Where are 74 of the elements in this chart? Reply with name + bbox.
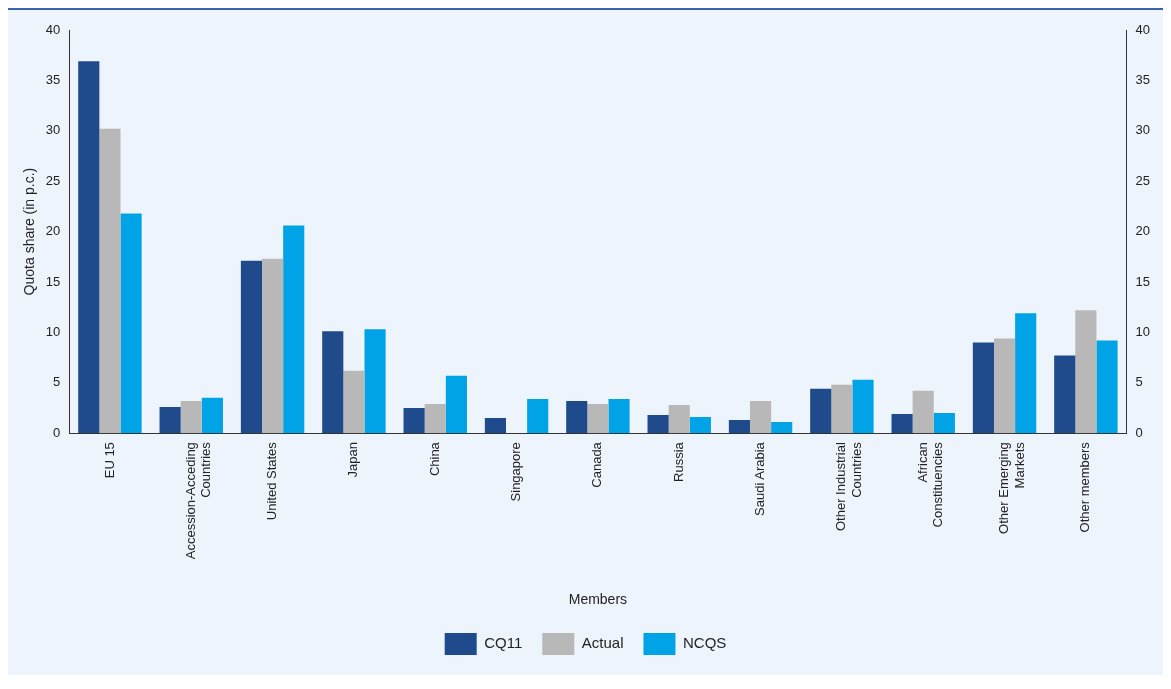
x-tick-label: Russia <box>670 441 686 482</box>
y-tick-label: 10 <box>45 323 61 339</box>
x-tick-label: EU 15 <box>101 442 117 479</box>
bar <box>120 213 142 434</box>
y2-tick-label: 0 <box>1135 424 1143 440</box>
y2-tick-label: 15 <box>1135 273 1151 289</box>
y-axis-title: Quota share (in p.c.) <box>21 167 38 296</box>
bar <box>99 128 121 434</box>
bar <box>587 403 609 434</box>
y2-tick-label: 5 <box>1135 374 1143 390</box>
bar <box>912 390 934 434</box>
bar <box>159 406 181 434</box>
bar <box>484 418 506 434</box>
bar <box>993 338 1016 434</box>
bar <box>78 61 100 434</box>
y-tick-label: 30 <box>45 122 61 138</box>
x-tick-label: Canada <box>589 441 605 488</box>
bar <box>364 329 386 434</box>
bar <box>262 258 284 434</box>
bar <box>566 400 588 434</box>
y2-tick-label: 30 <box>1135 122 1151 138</box>
y-tick-label: 25 <box>45 172 61 188</box>
x-tick-label: Singapore <box>508 442 524 502</box>
y2-tick-label: 35 <box>1135 71 1151 87</box>
bar <box>403 407 425 434</box>
bar <box>1096 340 1118 434</box>
bar <box>322 331 344 434</box>
y-tick-label: 0 <box>53 424 61 440</box>
y2-tick-label: 40 <box>1135 21 1151 37</box>
x-tick-label: China <box>426 441 442 477</box>
bar <box>852 379 874 434</box>
bar <box>891 413 913 434</box>
x-tick-label: Other members <box>1077 441 1093 533</box>
bar <box>608 398 630 434</box>
bar <box>1075 310 1097 434</box>
x-tick-label: Saudi Arabia <box>752 441 768 516</box>
bar <box>240 260 263 434</box>
bar <box>283 225 305 434</box>
bar <box>933 412 955 434</box>
y-tick-label: 20 <box>45 223 61 239</box>
y-tick-label: 15 <box>45 273 61 289</box>
bar <box>689 417 711 434</box>
x-tick-label: United States <box>264 441 280 521</box>
bar <box>668 404 690 434</box>
bar <box>424 403 446 434</box>
bar <box>180 400 202 434</box>
bar <box>771 422 793 434</box>
y2-tick-label: 25 <box>1135 172 1151 188</box>
y-tick-label: 40 <box>45 21 61 37</box>
x-tick-label: Japan <box>345 442 361 478</box>
legend-label: Actual <box>581 634 624 652</box>
y2-tick-label: 20 <box>1135 223 1151 239</box>
x-axis-title: Members <box>568 591 628 608</box>
bar <box>201 397 223 434</box>
bar <box>1015 313 1037 434</box>
y-tick-label: 35 <box>45 71 61 87</box>
bar <box>445 375 467 434</box>
x-tick-label: Other Emerging Markets <box>996 441 1027 534</box>
bar <box>810 388 832 434</box>
x-tick-label: Accession-Acceding Countries <box>182 441 214 560</box>
y2-tick-label: 10 <box>1135 323 1151 339</box>
bar <box>647 415 669 434</box>
bar <box>749 400 772 434</box>
bar <box>527 398 549 434</box>
bar <box>728 420 750 434</box>
bar <box>831 384 853 434</box>
legend-label: CQ11 <box>484 634 523 652</box>
bar <box>343 370 365 434</box>
bar <box>1054 355 1076 434</box>
y-tick-label: 5 <box>53 374 61 390</box>
legend-label: NCQS <box>682 634 727 652</box>
x-tick-label: Other Industrial Countries <box>833 441 865 532</box>
bar <box>972 342 994 434</box>
x-tick-label: African Constituencies <box>914 441 946 528</box>
